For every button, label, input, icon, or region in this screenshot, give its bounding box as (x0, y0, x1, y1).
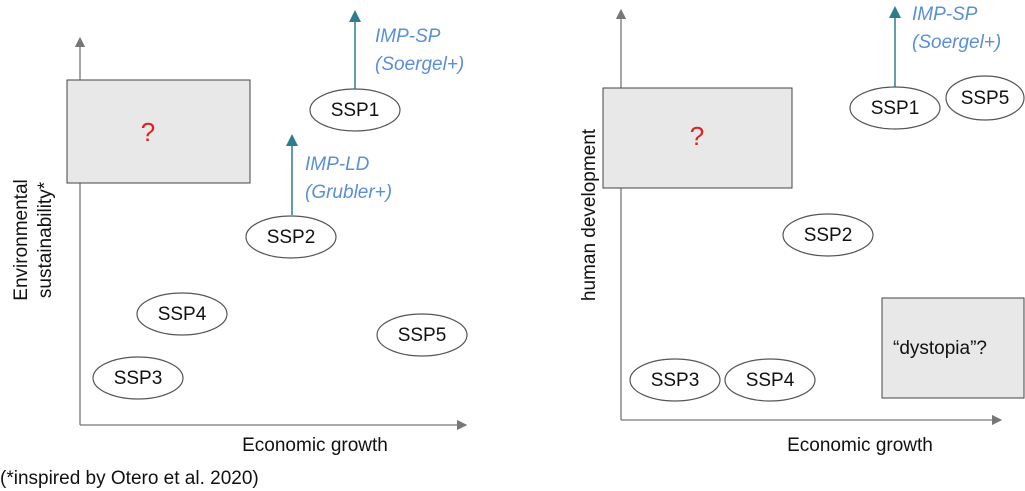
node: SSP3 (629, 358, 721, 402)
node-label: SSP1 (331, 100, 380, 121)
node-label: SSP3 (651, 370, 700, 391)
node-label: SSP1 (871, 98, 920, 119)
annotation: IMP-SP (912, 4, 978, 25)
node: SSP4 (136, 292, 228, 336)
x-label: Economic growth (242, 435, 388, 456)
node: SSP3 (92, 356, 184, 400)
unknown-box (66, 79, 251, 184)
node-label: SSP4 (746, 370, 795, 391)
unknown-box (602, 87, 793, 189)
box-label: “dystopia”? (893, 338, 987, 359)
node: SSP5 (945, 75, 1025, 121)
node: SSP1 (309, 88, 401, 132)
node: SSP4 (724, 358, 816, 402)
y-label: Environmental (11, 179, 32, 300)
node-label: SSP5 (961, 88, 1010, 109)
y-label: human development (579, 128, 600, 301)
node: SSP2 (782, 213, 874, 257)
node-label: SSP2 (804, 225, 853, 246)
y-label: sustainability* (35, 181, 56, 298)
node-label: SSP2 (267, 227, 316, 248)
annotation: (Soergel+) (375, 54, 464, 75)
box-label: ? (690, 121, 704, 151)
node-label: SSP5 (398, 325, 447, 346)
annotation: IMP-SP (375, 26, 441, 47)
annotation: (Soergel+) (912, 32, 1001, 53)
node: SSP2 (245, 215, 337, 259)
node-label: SSP3 (114, 368, 163, 389)
dystopia-box (881, 297, 1025, 399)
node: SSP1 (849, 86, 941, 130)
node-label: SSP4 (158, 304, 207, 325)
node: SSP5 (376, 313, 468, 357)
x-label: Economic growth (787, 435, 933, 456)
box-label: ? (141, 117, 155, 147)
footnote: (*inspired by Otero et al. 2020) (0, 468, 259, 489)
annotation: IMP-LD (305, 154, 370, 175)
annotation: (Grubler+) (305, 182, 392, 203)
